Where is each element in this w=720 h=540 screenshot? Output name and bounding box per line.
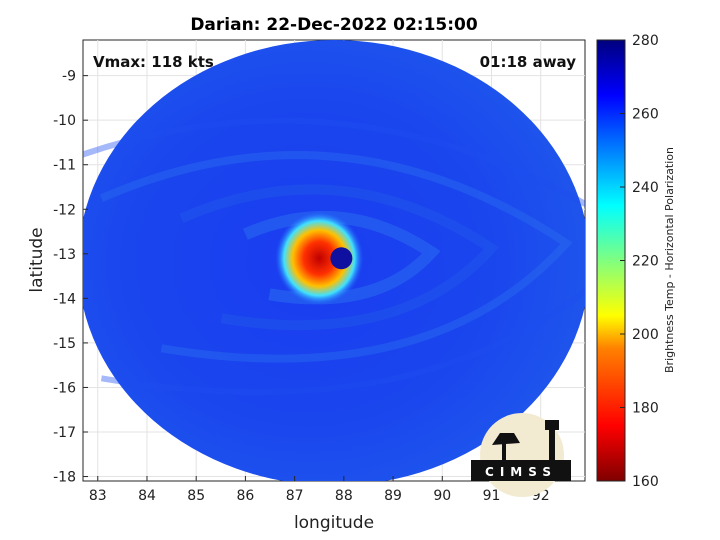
rain-band — [83, 117, 585, 396]
y-tick-label: -14 — [53, 291, 76, 307]
y-axis-label: latitude — [27, 227, 47, 292]
logo-band — [471, 460, 571, 481]
away-label: 01:18 away — [480, 53, 577, 71]
colorbar-tick-label: 240 — [632, 180, 659, 196]
y-tick-label: -15 — [53, 336, 76, 352]
x-tick-label: 85 — [187, 488, 205, 504]
logo-dish-post — [502, 442, 506, 460]
rain-band — [99, 151, 573, 363]
x-tick-label: 87 — [286, 488, 304, 504]
vmax-label: Vmax: 118 kts — [93, 53, 214, 71]
colorbar-tick-label: 180 — [632, 401, 659, 417]
y-tick-label: -11 — [53, 158, 76, 174]
colorbar-tick-label: 280 — [632, 33, 659, 49]
colorbar-ticks: 160 180 200 220 240 260 280 — [620, 33, 659, 490]
y-tick-label: -18 — [53, 470, 76, 486]
logo-dish — [492, 433, 520, 445]
x-tick-label: 89 — [384, 488, 402, 504]
x-tick-label: 83 — [89, 488, 107, 504]
colorbar-tick-label: 200 — [632, 327, 659, 343]
y-tick-label: -17 — [53, 425, 76, 441]
colorbar-tick-label: 160 — [632, 474, 659, 490]
rain-band — [179, 184, 499, 331]
x-tick-label: 91 — [483, 488, 501, 504]
cimss-logo: CIMSS — [471, 413, 571, 497]
logo-tower-top — [545, 420, 559, 430]
x-tick-label: 88 — [335, 488, 353, 504]
eyewall — [274, 211, 364, 306]
colorbar-tick-label: 260 — [632, 107, 659, 123]
y-tick-label: -13 — [53, 247, 76, 263]
storm-eye — [330, 247, 353, 270]
x-tick-label: 84 — [138, 488, 156, 504]
y-tick-label: -12 — [53, 202, 76, 218]
y-tick-label: -10 — [53, 113, 76, 129]
colorbar-tick-label: 220 — [632, 254, 659, 270]
swath-group — [83, 40, 585, 481]
logo-tower-leg — [549, 430, 555, 460]
y-tick-label: -9 — [62, 69, 76, 85]
axis-ticks: 83 84 85 86 87 88 89 90 91 92-9-10-11-12-13-14-15… — [53, 69, 549, 504]
y-tick-label: -16 — [53, 380, 76, 396]
colorbar-label: Brightness Temp - Horizontal Polarizatio… — [663, 147, 676, 373]
logo-text: CIMSS — [485, 465, 557, 479]
x-tick-label: 86 — [236, 488, 254, 504]
x-axis-label: longitude — [294, 513, 374, 533]
x-tick-label: 90 — [433, 488, 451, 504]
chart-title: Darian: 22-Dec-2022 02:15:00 — [190, 15, 478, 35]
